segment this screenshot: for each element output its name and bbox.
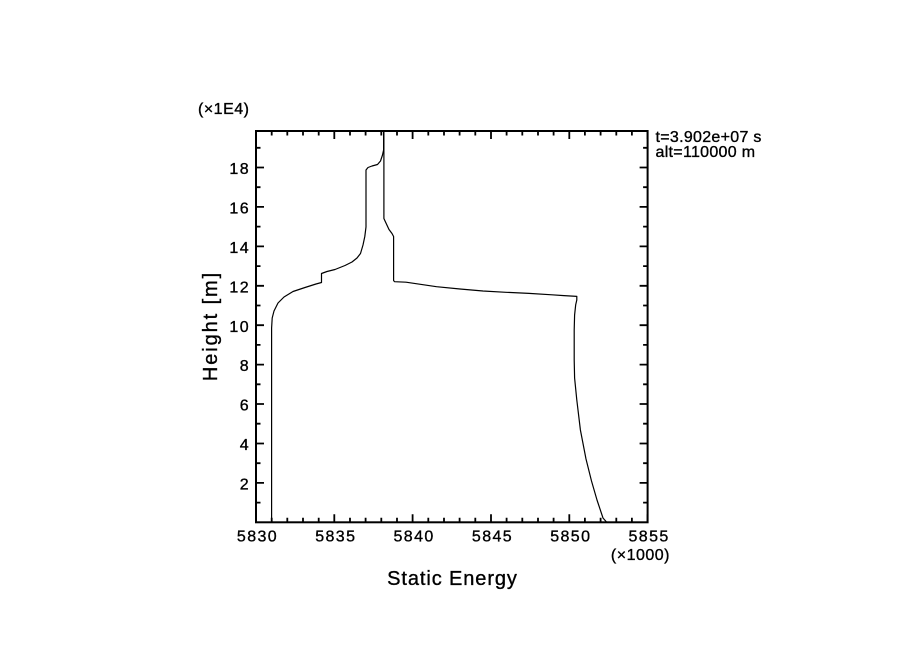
svg-text:12: 12 xyxy=(229,279,250,296)
svg-text:5855: 5855 xyxy=(628,529,669,546)
svg-text:5835: 5835 xyxy=(315,529,356,546)
svg-text:Height [m]: Height [m] xyxy=(200,271,222,381)
svg-text:4: 4 xyxy=(240,437,250,454)
svg-text:5850: 5850 xyxy=(550,529,591,546)
svg-text:Static Energy: Static Energy xyxy=(387,568,518,590)
svg-text:2: 2 xyxy=(240,477,250,494)
svg-text:8: 8 xyxy=(240,358,250,375)
svg-text:5830: 5830 xyxy=(237,529,278,546)
svg-text:6: 6 xyxy=(240,398,250,415)
svg-text:t=3.902e+07 s: t=3.902e+07 s xyxy=(656,129,762,146)
svg-text:(×1000): (×1000) xyxy=(611,547,670,564)
svg-text:5840: 5840 xyxy=(393,529,434,546)
svg-text:18: 18 xyxy=(229,161,250,178)
svg-text:(×1E4): (×1E4) xyxy=(198,101,249,118)
svg-text:alt=110000 m: alt=110000 m xyxy=(656,144,756,161)
svg-text:16: 16 xyxy=(229,201,250,218)
svg-text:5845: 5845 xyxy=(472,529,513,546)
svg-text:14: 14 xyxy=(229,240,250,257)
svg-text:10: 10 xyxy=(229,319,250,336)
